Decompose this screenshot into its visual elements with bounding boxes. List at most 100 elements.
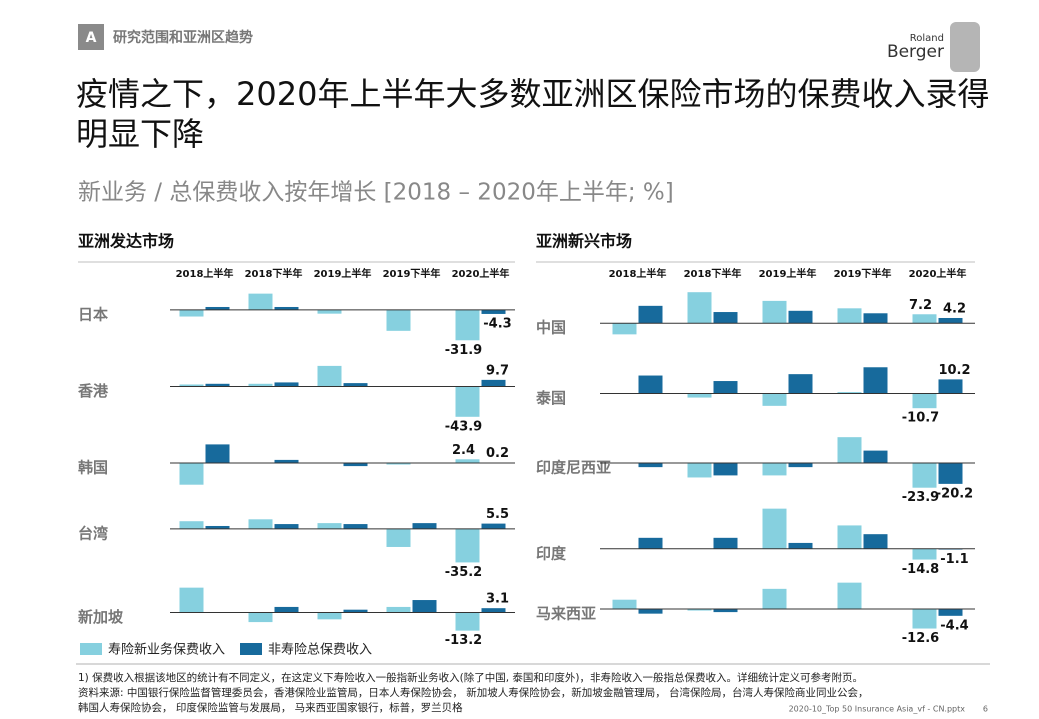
bar <box>713 381 738 394</box>
bar <box>248 519 273 529</box>
market-label: 韩国 <box>78 459 108 477</box>
bar <box>837 392 862 394</box>
bar <box>638 609 663 614</box>
bar <box>343 609 368 613</box>
bar <box>863 313 888 324</box>
market-label: 中国 <box>536 319 566 337</box>
bar <box>713 537 738 549</box>
bar <box>205 306 230 310</box>
bar <box>274 382 299 387</box>
bar <box>713 609 738 613</box>
value-label: 3.1 <box>486 592 509 607</box>
bar <box>248 383 273 387</box>
bar <box>455 459 480 463</box>
note: 韩国人寿保险协会， 印度保险监管与发展局， 马来西亚国家银行，标普，罗兰贝格 <box>78 701 463 714</box>
bar <box>837 582 862 609</box>
value-label: 9.7 <box>486 363 509 378</box>
bar <box>386 463 411 465</box>
note: 1) 保费收入根据该地区的统计有不同定义，在这定义下寿险收入一般指新业务收入(除… <box>78 671 863 684</box>
bar <box>481 608 506 613</box>
chart-title: 亚洲发达市场 <box>78 232 174 251</box>
bar <box>713 312 738 324</box>
bar <box>687 463 712 478</box>
value-label: -4.3 <box>483 316 511 331</box>
logo-2: Berger <box>887 42 944 62</box>
bar <box>788 374 813 394</box>
bar <box>863 367 888 394</box>
value-label: 0.2 <box>486 446 509 461</box>
bar <box>837 525 862 549</box>
bar <box>612 323 637 335</box>
bar <box>762 508 787 549</box>
bar <box>863 450 888 463</box>
bar <box>762 300 787 324</box>
logo-mark <box>950 22 980 72</box>
bar <box>687 292 712 324</box>
market-label: 泰国 <box>535 389 566 407</box>
market-label: 日本 <box>78 305 108 323</box>
value-label: -1.1 <box>940 552 968 567</box>
value-label: -13.2 <box>445 633 482 648</box>
value-label: -35.2 <box>445 565 482 580</box>
column-header: 2019上半年 <box>314 267 372 280</box>
bar <box>455 309 480 341</box>
column-header: 2018上半年 <box>609 267 667 280</box>
bar <box>912 393 937 409</box>
bar <box>343 463 368 467</box>
section-label: 研究范围和亚洲区趋势 <box>113 29 253 46</box>
value-label: -43.9 <box>445 419 482 434</box>
bar <box>912 463 937 488</box>
value-label: -10.7 <box>902 411 939 426</box>
value-label: -23.9 <box>902 490 939 505</box>
market-label: 马来西亚 <box>536 605 596 623</box>
bar <box>317 523 342 529</box>
bar <box>638 305 663 324</box>
value-label: -20.2 <box>936 486 973 501</box>
footer-page: 6 <box>983 705 988 714</box>
bar <box>205 525 230 529</box>
bar <box>412 600 437 613</box>
note: 资料来源: 中国银行保险监督管理委员会，香港保险业监管局，日本人寿保险协会， 新… <box>78 686 869 699</box>
value-label: -4.4 <box>940 618 968 633</box>
logo-1: Roland <box>910 33 944 44</box>
bar <box>179 587 204 613</box>
bar <box>179 384 204 387</box>
value-label: 5.5 <box>486 507 509 522</box>
column-header: 2019上半年 <box>759 267 817 280</box>
bar <box>638 463 663 468</box>
bar <box>248 612 273 623</box>
bar <box>412 523 437 529</box>
column-header: 2018下半年 <box>245 267 303 280</box>
bar <box>912 548 937 560</box>
bar <box>837 308 862 324</box>
bar <box>762 393 787 406</box>
bar <box>343 383 368 387</box>
column-header: 2018下半年 <box>684 267 742 280</box>
bar <box>481 309 506 314</box>
bar <box>386 606 411 613</box>
bar <box>481 523 506 529</box>
subtitle: 新业务 / 总保费收入按年增长 [2018 – 2020年上半年; %] <box>78 180 674 206</box>
section-badge: A <box>86 30 97 46</box>
bar <box>481 379 506 387</box>
bar <box>455 386 480 417</box>
legend-label: 寿险新业务保费收入 <box>108 642 225 658</box>
bar <box>317 309 342 314</box>
market-label: 香港 <box>78 382 109 400</box>
footer-file: 2020-10_Top 50 Insurance Asia_vf - CN.pp… <box>789 705 966 714</box>
bar <box>179 309 204 317</box>
chart-title: 亚洲新兴市场 <box>536 232 632 251</box>
bar <box>762 588 787 609</box>
legend-label: 非寿险总保费收入 <box>268 643 372 658</box>
value-label: -31.9 <box>445 343 482 358</box>
bar <box>179 463 204 485</box>
bar <box>938 317 963 324</box>
bar <box>274 606 299 613</box>
bar <box>274 306 299 310</box>
bar <box>837 437 862 463</box>
bar <box>912 314 937 324</box>
market-label: 台湾 <box>78 524 108 542</box>
bar <box>386 309 411 331</box>
section-badge-bg <box>78 24 104 50</box>
